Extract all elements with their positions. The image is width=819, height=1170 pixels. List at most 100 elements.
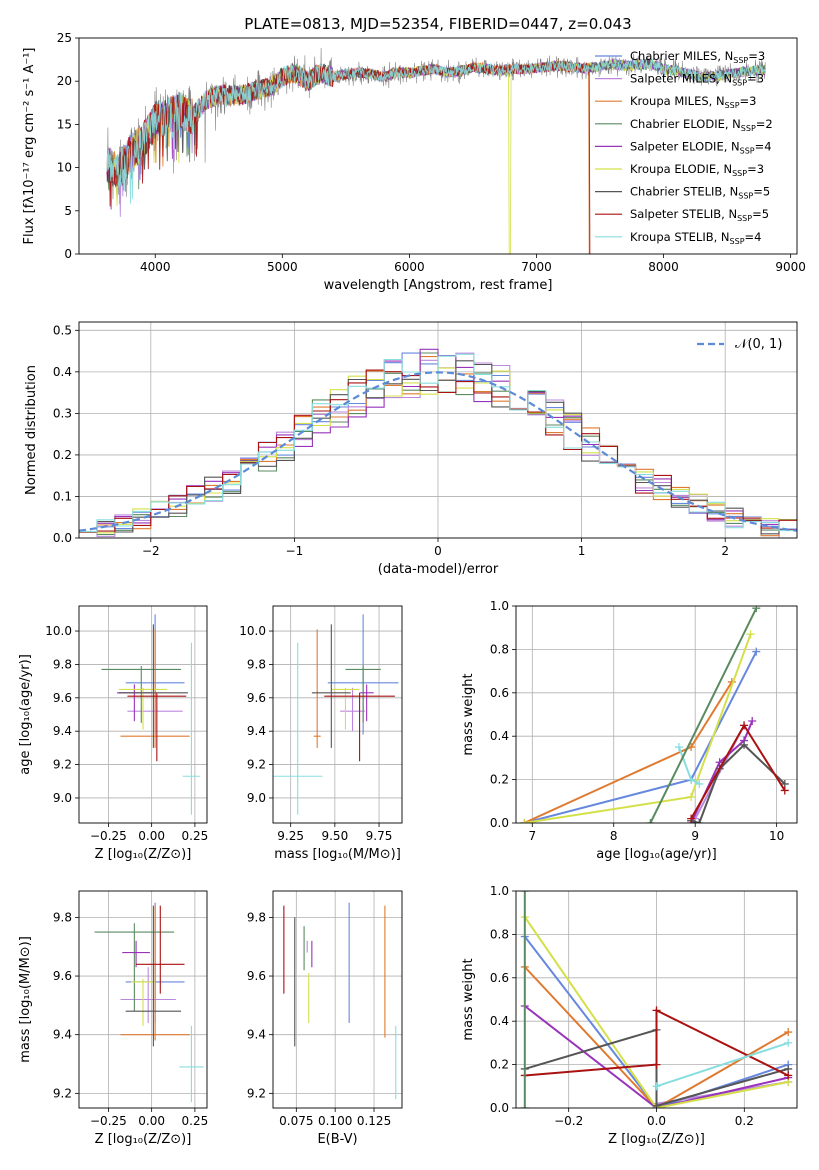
x-tick-label: 0.075 <box>279 1114 313 1128</box>
y-tick-label: 9.2 <box>53 1086 72 1100</box>
weight-marker <box>746 630 755 639</box>
x-tick-label: 0.2 <box>735 1114 754 1128</box>
x-tick-label: 0.25 <box>182 1114 209 1128</box>
x-tick-label: 8000 <box>648 260 679 274</box>
weight-marker <box>784 1038 793 1047</box>
y-tick-label: 9.8 <box>247 657 266 671</box>
weight-series-3 <box>520 891 529 1108</box>
y-axis-label: age [log₁₀(age/yr)] <box>18 654 33 775</box>
plot-area-residuals <box>79 322 797 538</box>
weight-line <box>677 746 700 785</box>
y-tick-label: 9.8 <box>53 657 72 671</box>
y-tick-label: 9.8 <box>247 910 266 924</box>
y-tick-label: 9.0 <box>247 791 266 805</box>
y-tick-label: 9.2 <box>247 758 266 772</box>
errorbar-point-8 <box>182 642 201 815</box>
x-tick-label: 6000 <box>394 260 425 274</box>
axes-frame <box>272 890 403 1109</box>
legend-entry: 𝒩(0, 1) <box>735 337 782 352</box>
weight-line <box>649 607 758 823</box>
axes-weight_vs_Z: −0.2 0.0 0.2 0.0 0.2 0.4 0.6 0.8 1.0 Z [log₁₀(Z/Z… <box>461 884 798 1147</box>
axes-spectrum: 4000 5000 6000 7000 8000 9000 0 5 10 15 20 25 wavele… <box>22 15 806 293</box>
axes-frame <box>515 605 798 824</box>
y-axis-label: mass weight <box>461 673 476 755</box>
weight-marker <box>646 819 655 823</box>
x-tick-label: 0.100 <box>318 1114 352 1128</box>
weight-marker <box>752 647 761 656</box>
errorbar-point-6 <box>118 624 188 748</box>
plot-area-weight_vs_Z <box>516 891 797 1108</box>
errorbar-point-3 <box>345 666 381 723</box>
y-axis-label: mass [log₁₀(M/M⊙)] <box>18 936 33 1063</box>
weight-marker <box>652 1101 661 1108</box>
model-spectrum-2 <box>106 59 591 254</box>
errorbar-point-3 <box>94 923 175 1012</box>
weight-line <box>524 1005 789 1108</box>
x-axis-label: wavelength [Angstrom, rest frame] <box>324 278 553 293</box>
weight-marker <box>784 1071 793 1080</box>
y-tick-label: 9.4 <box>53 1028 72 1042</box>
x-tick-label: 1 <box>578 544 586 558</box>
y-tick-label: 0.4 <box>490 1014 509 1028</box>
y-tick-label: 0.3 <box>53 406 72 420</box>
y-tick-label: 0.2 <box>490 1058 509 1072</box>
legend: Chabrier MILES, NSSP=3 Salpeter MILES, NS… <box>595 49 773 246</box>
x-tick-label: 0.125 <box>357 1114 391 1128</box>
axes-age_vs_mass: 9.25 9.50 9.75 9.0 9.2 9.4 9.6 9.8 10.0 mass [log… <box>239 605 403 862</box>
errorbar-point-6 <box>125 905 182 1047</box>
y-axis-label: Flux [fλ10⁻¹⁷ erg cm⁻² s⁻¹ A⁻¹] <box>22 48 37 245</box>
weight-marker <box>687 775 696 784</box>
axes-frame <box>515 890 798 1109</box>
x-tick-label: −1 <box>286 544 304 558</box>
weight-line <box>524 935 789 1108</box>
y-tick-label: 0.6 <box>490 971 509 985</box>
errorbar-point-6 <box>311 624 351 748</box>
x-axis-label: (data-model)/error <box>378 562 499 577</box>
x-axis-label: E(B-V) <box>317 1132 357 1147</box>
x-tick-label: 9.25 <box>277 829 304 843</box>
x-tick-label: −0.2 <box>554 1114 583 1128</box>
y-tick-label: 0.5 <box>53 323 72 337</box>
errorbar-point-5 <box>331 687 360 730</box>
y-tick-label: 1.0 <box>490 599 509 613</box>
axes-age_vs_Z: −0.25 0.00 0.25 9.0 9.2 9.4 9.6 9.8 10.0 Z [log₁₀… <box>18 605 209 862</box>
errorbar-point-8 <box>179 1025 204 1103</box>
x-tick-label: −0.25 <box>90 829 127 843</box>
weight-line <box>523 633 752 823</box>
y-tick-label: 0.8 <box>490 642 509 656</box>
weight-line <box>524 1008 789 1077</box>
weight-marker <box>695 819 704 823</box>
weight-marker <box>780 786 789 795</box>
y-tick-label: 1.0 <box>490 884 509 898</box>
x-tick-label: 5000 <box>267 260 298 274</box>
y-axis-label: Normed distribution <box>24 365 39 495</box>
x-tick-label: 8 <box>610 829 618 843</box>
weight-marker <box>752 606 761 613</box>
x-tick-label: −2 <box>142 544 160 558</box>
errorbar-point-5 <box>130 978 156 1026</box>
x-tick-label: 9000 <box>775 260 806 274</box>
y-tick-label: 0.6 <box>490 686 509 700</box>
weight-marker <box>695 779 704 788</box>
y-tick-label: 0.0 <box>490 816 509 830</box>
x-tick-label: 9 <box>691 829 699 843</box>
y-axis-label: mass weight <box>461 958 476 1040</box>
y-tick-label: 0.0 <box>490 1101 509 1115</box>
weight-marker <box>652 1082 661 1091</box>
axes-weight_vs_age: 7 8 9 10 0.0 0.2 0.4 0.6 0.8 1.0 age [log₁₀(age/yr… <box>461 599 798 862</box>
y-tick-label: 10 <box>57 161 72 175</box>
weight-marker <box>520 819 529 823</box>
axes-residuals: −2 −1 0 1 2 0.0 0.1 0.2 0.3 0.4 0.5 (data-model)/er… <box>24 321 798 577</box>
y-tick-label: 9.4 <box>53 724 72 738</box>
y-tick-label: 0.2 <box>53 448 72 462</box>
legend-entry: Salpeter ELODIE, NSSP=4 <box>630 139 772 155</box>
y-tick-label: 0.4 <box>490 729 509 743</box>
errorbar-point-2 <box>120 905 190 1041</box>
y-tick-label: 9.6 <box>53 969 72 983</box>
x-tick-label: 0.25 <box>182 829 209 843</box>
weight-line <box>656 1041 789 1088</box>
weight-marker <box>687 792 696 801</box>
weight-marker <box>674 743 683 752</box>
errorbar-point-2 <box>313 629 321 748</box>
